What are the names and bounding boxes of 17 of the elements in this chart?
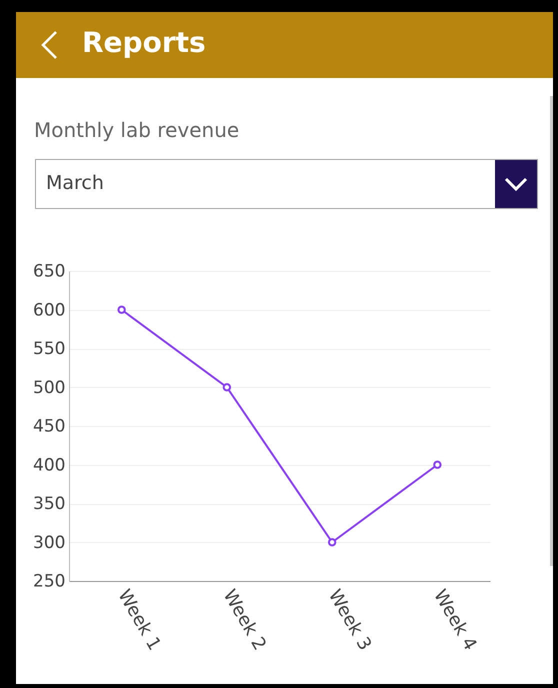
y-tick-label: 650 xyxy=(33,262,66,282)
chart-title: Monthly lab revenue xyxy=(34,118,240,142)
y-tick-label: 500 xyxy=(33,378,66,398)
y-tick-label: 350 xyxy=(33,494,66,514)
point xyxy=(222,383,232,392)
dropdown-field: March xyxy=(35,159,538,209)
point xyxy=(433,460,442,469)
text: Reports xyxy=(82,26,206,59)
y-tick-label: 600 xyxy=(33,300,66,320)
point xyxy=(328,538,336,546)
y-tick-label: 550 xyxy=(33,339,66,359)
y-tick-label: 400 xyxy=(33,455,66,476)
chart-subtitle: March xyxy=(46,172,104,194)
y-tick-label: 250 xyxy=(33,572,66,592)
y-tick-label: 450 xyxy=(33,416,66,436)
point xyxy=(117,306,126,314)
y-tick-label: 300 xyxy=(33,532,66,553)
